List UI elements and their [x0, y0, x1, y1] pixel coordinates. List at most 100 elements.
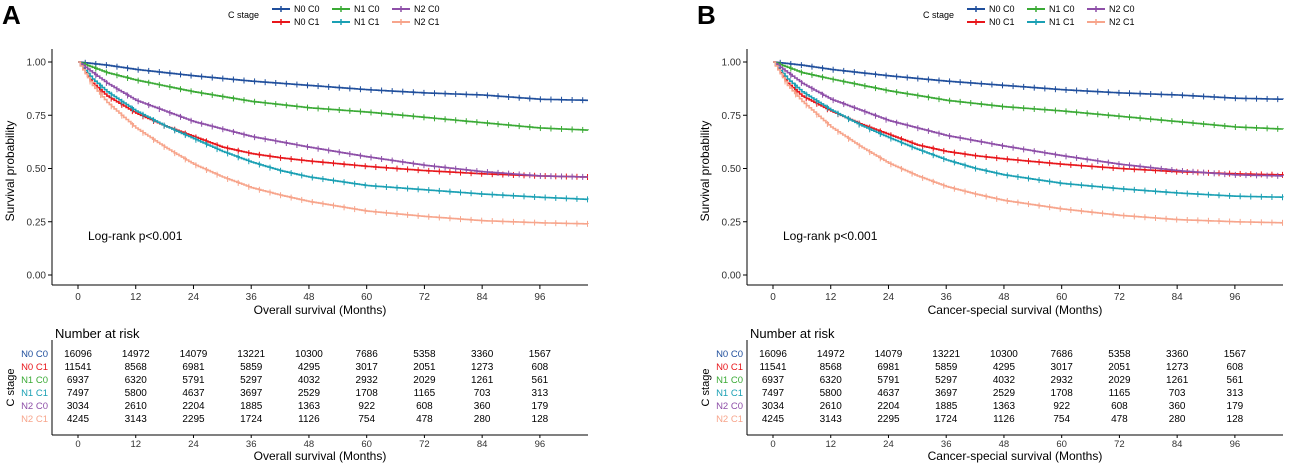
- risk-table-title: Number at risk: [55, 326, 140, 341]
- risk-cell: 179: [532, 401, 549, 412]
- risk-cell: 4637: [182, 388, 205, 399]
- risk-x-tick-label: 60: [361, 439, 372, 450]
- y-tick-label: 1.00: [27, 58, 47, 69]
- log-rank-annotation: Log-rank p<0.001: [783, 229, 878, 243]
- risk-cell: 6981: [877, 362, 900, 373]
- legend-label: N0 C0: [294, 4, 320, 14]
- x-tick-label: 24: [883, 292, 895, 303]
- x-tick-label: 48: [998, 292, 1010, 303]
- legend-item-n1-c0: N1 C0: [332, 4, 380, 14]
- x-tick-label: 72: [1114, 292, 1126, 303]
- km-figure-a: A C stage N0 C0 N1 C0 N2 C0 N0 C1 N1 C1 N2 C1 0.…: [2, 0, 589, 463]
- legend-label: N2 C0: [1109, 4, 1135, 14]
- risk-cell: 1885: [240, 401, 263, 412]
- risk-cell: 5800: [125, 388, 148, 399]
- series-n1-c0: [78, 61, 589, 133]
- risk-cell: 703: [1169, 388, 1186, 399]
- risk-cell: 5859: [240, 362, 263, 373]
- legend-item-n2-c0: N2 C0: [1087, 4, 1135, 14]
- risk-cell: 4295: [993, 362, 1016, 373]
- risk-cell: 6320: [820, 375, 843, 386]
- risk-cell: 128: [1227, 414, 1244, 425]
- x-tick-label: 48: [303, 292, 315, 303]
- legend-item-n2-c0: N2 C0: [392, 4, 440, 14]
- risk-cell: 3143: [820, 414, 843, 425]
- risk-cell: 2610: [125, 401, 148, 412]
- legend-item-n0-c1: N0 C1: [272, 17, 320, 27]
- risk-cell: 128: [532, 414, 549, 425]
- risk-x-tick-label: 60: [1056, 439, 1067, 450]
- legend-title: C stage: [923, 10, 954, 20]
- panel-letter: A: [2, 0, 21, 30]
- risk-cell: 280: [1169, 414, 1186, 425]
- risk-cell: 3034: [67, 401, 90, 412]
- risk-table-x-title: Overall survival (Months): [254, 449, 387, 463]
- x-tick-label: 96: [1229, 292, 1241, 303]
- risk-x-tick-label: 24: [188, 439, 199, 450]
- x-axis-title: Cancer-special survival (Months): [928, 303, 1103, 317]
- risk-cell: 11541: [64, 362, 92, 373]
- risk-cell: 922: [1053, 401, 1070, 412]
- risk-cell: 1261: [1166, 375, 1189, 386]
- x-tick-label: 60: [1056, 292, 1068, 303]
- risk-cell: 4245: [67, 414, 90, 425]
- risk-cell: 5297: [240, 375, 263, 386]
- risk-cell: 4032: [298, 375, 321, 386]
- risk-cell: 922: [358, 401, 375, 412]
- risk-row-label: N2 C1: [716, 414, 743, 425]
- legend: C stage N0 C0 N1 C0 N2 C0 N0 C1 N1 C1 N2 C1: [923, 4, 1135, 27]
- risk-table-title: Number at risk: [750, 326, 835, 341]
- series-n0-c0: [773, 59, 1284, 103]
- legend-title: C stage: [228, 10, 259, 20]
- risk-cell: 478: [1111, 414, 1128, 425]
- x-axis-title: Overall survival (Months): [254, 303, 387, 317]
- risk-x-tick-label: 36: [246, 439, 257, 450]
- risk-cell: 2051: [1108, 362, 1131, 373]
- risk-cell: 280: [474, 414, 491, 425]
- risk-cell: 3360: [471, 349, 494, 360]
- risk-cell: 6981: [182, 362, 205, 373]
- risk-table-x-title: Cancer-special survival (Months): [928, 449, 1103, 463]
- km-panel-b: B C stage N0 C0 N1 C0 N2 C0 N0 C1 N1 C1 N2 C1 0.…: [695, 0, 1299, 463]
- risk-cell: 3017: [356, 362, 379, 373]
- risk-cell: 1261: [471, 375, 494, 386]
- risk-cell: 2029: [1108, 375, 1131, 386]
- legend-item-n0-c1: N0 C1: [967, 17, 1015, 27]
- risk-cell: 3360: [1166, 349, 1189, 360]
- risk-cell: 7686: [356, 349, 379, 360]
- risk-cell: 608: [1227, 362, 1244, 373]
- risk-cell: 1708: [1051, 388, 1074, 399]
- risk-cell: 5791: [877, 375, 900, 386]
- log-rank-annotation: Log-rank p<0.001: [88, 229, 183, 243]
- legend: C stage N0 C0 N1 C0 N2 C0 N0 C1 N1 C1 N2 C1: [228, 4, 440, 27]
- risk-cell: 5791: [182, 375, 205, 386]
- risk-cell: 6937: [67, 375, 90, 386]
- risk-cell: 4245: [762, 414, 785, 425]
- risk-row-label: N1 C1: [716, 388, 743, 399]
- risk-cell: 3034: [762, 401, 785, 412]
- legend-label: N2 C1: [1109, 17, 1135, 27]
- y-tick-label: 1.00: [722, 58, 742, 69]
- risk-x-tick-label: 84: [1172, 439, 1183, 450]
- risk-x-tick-label: 0: [770, 439, 775, 450]
- risk-cell: 16096: [759, 349, 787, 360]
- legend-label: N1 C0: [354, 4, 380, 14]
- risk-x-tick-label: 72: [1114, 439, 1125, 450]
- risk-cell: 1273: [471, 362, 494, 373]
- risk-cell: 608: [1111, 401, 1128, 412]
- legend-item-n1-c0: N1 C0: [1027, 4, 1075, 14]
- risk-cell: 1724: [240, 414, 263, 425]
- risk-x-tick-label: 0: [75, 439, 80, 450]
- risk-cell: 2610: [820, 401, 843, 412]
- risk-cell: 14972: [122, 349, 150, 360]
- survival-curve: [78, 61, 588, 102]
- risk-cell: 10300: [295, 349, 323, 360]
- legend-item-n2-c1: N2 C1: [1087, 17, 1135, 27]
- risk-cell: 1165: [1109, 388, 1131, 399]
- risk-row-label: N2 C0: [716, 401, 743, 412]
- risk-row-label: N1 C1: [21, 388, 48, 399]
- risk-cell: 3697: [240, 388, 263, 399]
- legend-item-n1-c1: N1 C1: [332, 17, 380, 27]
- risk-cell: 179: [1227, 401, 1244, 412]
- risk-x-tick-label: 72: [419, 439, 430, 450]
